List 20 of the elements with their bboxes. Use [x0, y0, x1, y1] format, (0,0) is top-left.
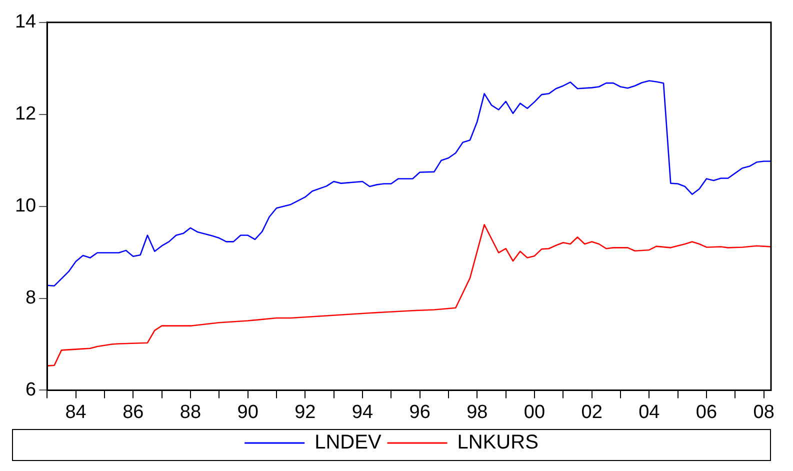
- legend-label: LNDEV: [314, 432, 382, 454]
- y-tick-label: 14: [14, 12, 37, 33]
- y-tick-label: 8: [26, 287, 36, 308]
- y-tick-label: 10: [14, 196, 36, 217]
- x-tick-label: 86: [122, 402, 144, 423]
- x-tick-label: 00: [524, 402, 546, 423]
- legend-label: LNKURS: [457, 432, 538, 454]
- x-tick-label: 84: [65, 402, 87, 423]
- x-tick-label: 06: [696, 402, 718, 423]
- x-tick-label: 08: [753, 402, 774, 423]
- x-tick-label: 96: [409, 402, 430, 423]
- y-tick-label: 6: [26, 379, 36, 400]
- x-tick-label: 04: [638, 402, 660, 423]
- x-tick-label: 94: [352, 402, 374, 423]
- x-tick-label: 90: [237, 402, 258, 423]
- x-tick-label: 98: [466, 402, 488, 423]
- x-tick-label: 92: [294, 402, 316, 423]
- x-tick-label: 88: [180, 402, 202, 423]
- y-tick-label: 12: [14, 104, 36, 125]
- x-tick-label: 02: [581, 402, 602, 423]
